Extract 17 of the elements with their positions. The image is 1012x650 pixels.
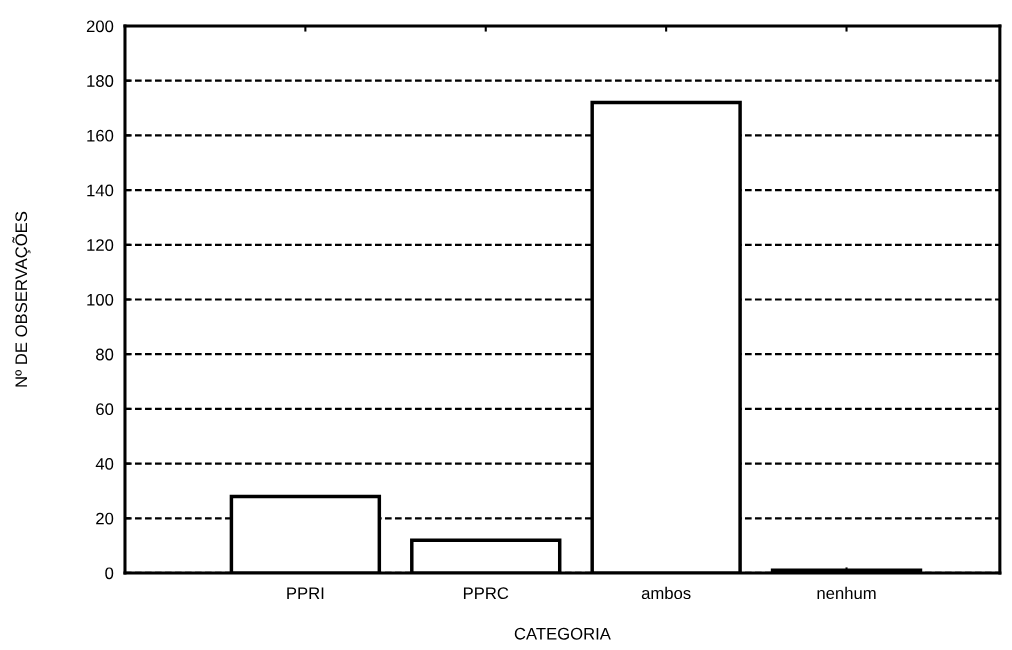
x-tick-label: PPRC [463,587,509,600]
y-tick-label: 140 [87,184,114,197]
y-tick-label: 20 [96,512,114,525]
y-tick-label: 80 [96,348,114,361]
y-tick-label: 100 [87,293,114,306]
y-tick-label: 200 [86,20,114,33]
y-tick-label: 160 [87,129,114,142]
y-tick-label: 0 [105,567,114,580]
x-tick-label: ambos [641,586,691,600]
x-axis-title: CATEGORIA [514,627,611,640]
x-tick-label: PPRI [287,587,324,599]
y-tick-label: 40 [95,457,114,470]
y-tick-label: 120 [87,239,114,251]
y-tick-label: 60 [96,403,114,416]
x-tick-label: nenhum [817,586,876,600]
y-axis-title: Nº DE OBSERVAÇÕES [12,211,31,387]
y-tick-label: 180 [87,75,114,87]
